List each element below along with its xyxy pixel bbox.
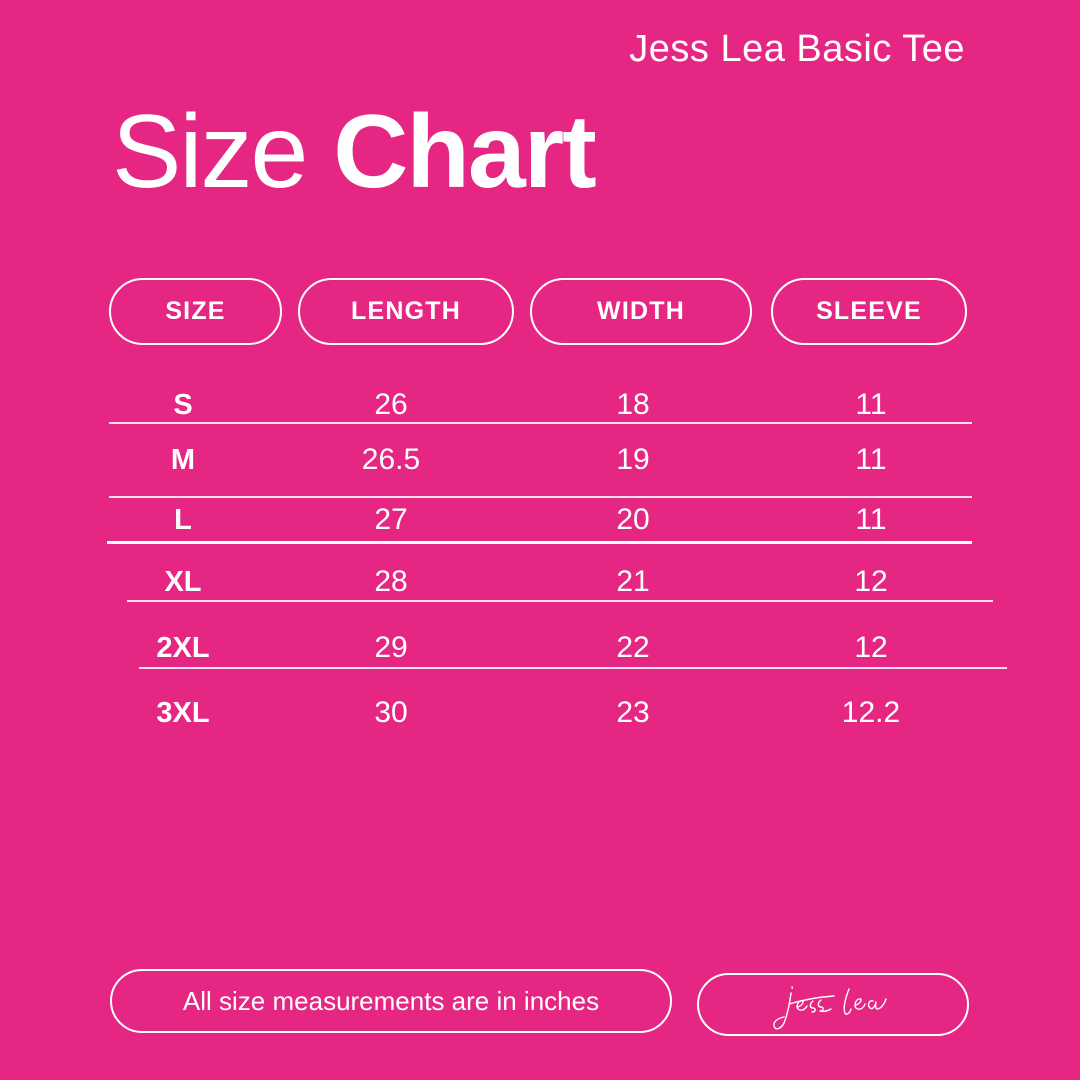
table-cell-size: 2XL: [156, 632, 210, 664]
table-cell-sleeve: 12: [854, 631, 888, 664]
table-cell-length: 26.5: [361, 443, 421, 476]
table-cell-length: 27: [374, 503, 408, 536]
column-header-size: SIZE: [109, 278, 282, 345]
page-title-bold: Chart: [333, 94, 597, 210]
column-header-sleeve: SLEEVE: [771, 278, 967, 345]
table-cell-width: 21: [616, 565, 650, 598]
measurement-note-pill: All size measurements are in inches: [110, 969, 672, 1033]
table-cell-size: S: [173, 389, 193, 421]
table-cell-length: 30: [374, 696, 408, 729]
column-header-length: LENGTH: [298, 278, 514, 345]
table-cell-sleeve: 12: [854, 565, 888, 598]
table-cell-width: 18: [616, 388, 650, 421]
table-cell-width: 22: [616, 631, 650, 664]
table-cell-size: 3XL: [156, 697, 210, 729]
table-cell-length: 28: [374, 565, 408, 598]
table-cell-size: L: [174, 504, 192, 536]
table-cell-length: 29: [374, 631, 408, 664]
table-cell-width: 19: [616, 443, 650, 476]
row-divider: [109, 422, 972, 424]
page-title: Size Chart: [112, 100, 597, 204]
jess-lea-signature-icon: [773, 985, 887, 1030]
table-cell-sleeve: 11: [855, 388, 887, 421]
table-cell-length: 26: [374, 388, 408, 421]
table-cell-sleeve: 12.2: [841, 696, 901, 729]
table-cell-size: XL: [164, 566, 202, 598]
table-cell-width: 20: [616, 503, 650, 536]
row-divider: [109, 496, 972, 498]
signature-pill: [697, 973, 969, 1036]
page-title-regular: Size: [112, 94, 308, 210]
table-cell-width: 23: [616, 696, 650, 729]
table-cell-size: M: [170, 444, 196, 476]
row-divider: [139, 667, 1007, 669]
table-cell-sleeve: 11: [855, 503, 887, 536]
table-cell-sleeve: 11: [855, 443, 887, 476]
product-title: Jess Lea Basic Tee: [629, 28, 965, 70]
row-divider: [127, 600, 993, 602]
column-header-width: WIDTH: [530, 278, 752, 345]
row-divider: [107, 541, 972, 544]
